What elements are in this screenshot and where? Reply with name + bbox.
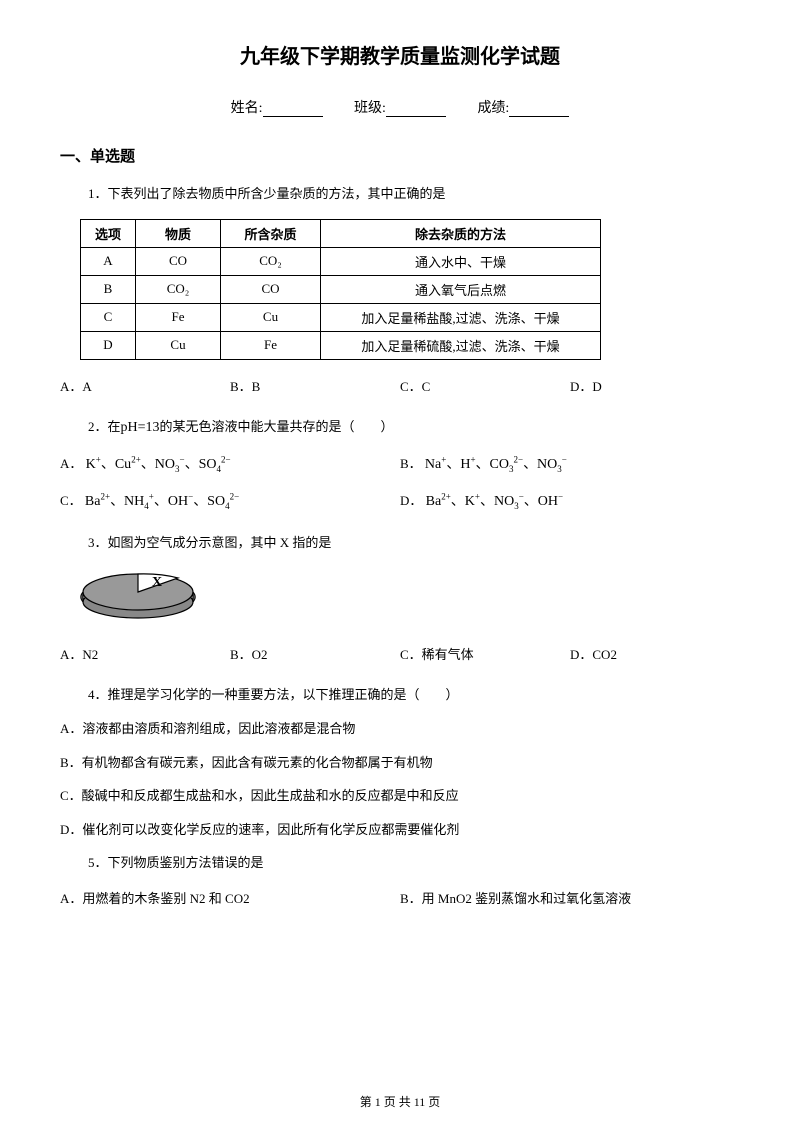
- info-line: 姓名: 班级: 成绩:: [60, 97, 740, 117]
- q3-options: A．N2 B．O2 C．稀有气体 D．CO2: [60, 644, 740, 663]
- q5-opt-b: B．用 MnO2 鉴别蒸馏水和过氧化氢溶液: [400, 888, 740, 907]
- q2-ph: pH=13: [121, 420, 160, 435]
- class-label: 班级:: [354, 101, 386, 116]
- table-header-row: 选项 物质 所含杂质 除去杂质的方法: [81, 219, 601, 247]
- opt-label: C．: [60, 493, 82, 508]
- cell: D: [81, 331, 136, 359]
- cell: CO: [221, 275, 321, 303]
- cell: Fe: [136, 303, 221, 331]
- q3-opt-c: C．稀有气体: [400, 644, 570, 663]
- cell: CO₂: [136, 275, 221, 303]
- cell: Fe: [221, 331, 321, 359]
- q2-row1: A． K+、Cu2+、NO3−、SO42− B． Na+、H+、CO32−、NO…: [60, 453, 740, 474]
- q1-text: 1．下表列出了除去物质中所含少量杂质的方法，其中正确的是: [88, 184, 740, 205]
- cell: Cu: [221, 303, 321, 331]
- q1-opt-d: D．D: [570, 376, 740, 395]
- cell: CO: [136, 247, 221, 275]
- q4-opt-c: C．酸碱中和反成都生成盐和水，因此生成盐和水的反应都是中和反应: [60, 786, 740, 806]
- q4-opt-d: D．催化剂可以改变化学反应的速率，因此所有化学反应都需要催化剂: [60, 820, 740, 840]
- ion-list: Na+、H+、CO32−、NO3−: [425, 457, 567, 472]
- th-method: 除去杂质的方法: [321, 219, 601, 247]
- q3-opt-b: B．O2: [230, 644, 400, 663]
- cell: Cu: [136, 331, 221, 359]
- q5-text: 5．下列物质鉴别方法错误的是: [88, 853, 740, 874]
- score-label: 成绩:: [477, 101, 509, 116]
- q3-text: 3．如图为空气成分示意图，其中 X 指的是: [88, 533, 740, 554]
- q3-opt-a: A．N2: [60, 644, 230, 663]
- q3-pie-diagram: X: [80, 568, 740, 628]
- q4-opt-a: A．溶液都由溶质和溶剂组成，因此溶液都是混合物: [60, 719, 740, 739]
- q1-options: A．A B．B C．C D．D: [60, 376, 740, 395]
- cell: 通入氧气后点燃: [321, 275, 601, 303]
- q4-opt-b: B．有机物都含有碳元素，因此含有碳元素的化合物都属于有机物: [60, 753, 740, 773]
- pie-label: X: [152, 575, 162, 590]
- cell: 加入足量稀硫酸,过滤、洗涤、干燥: [321, 331, 601, 359]
- th-substance: 物质: [136, 219, 221, 247]
- ion-list: Ba2+、K+、NO3−、OH−: [426, 494, 563, 509]
- q5-options: A．用燃着的木条鉴别 N2 和 CO2 B．用 MnO2 鉴别蒸馏水和过氧化氢溶…: [60, 888, 740, 907]
- q1-opt-b: B．B: [230, 376, 400, 395]
- q3-opt-d: D．CO2: [570, 644, 740, 663]
- table-row: CFeCu加入足量稀盐酸,过滤、洗涤、干燥: [81, 303, 601, 331]
- th-impurity: 所含杂质: [221, 219, 321, 247]
- name-blank[interactable]: [263, 103, 323, 117]
- q2-text: 2．在pH=13的某无色溶液中能大量共存的是（ ）: [88, 417, 740, 439]
- q2-opt-a: A． K+、Cu2+、NO3−、SO42−: [60, 453, 400, 474]
- q1-table: 选项 物质 所含杂质 除去杂质的方法 ACOCO₂通入水中、干燥 BCO₂CO通…: [80, 219, 601, 360]
- pie-svg: X: [80, 568, 210, 623]
- section-header: 一、单选题: [60, 145, 740, 166]
- table-row: ACOCO₂通入水中、干燥: [81, 247, 601, 275]
- cell: C: [81, 303, 136, 331]
- q1-opt-c: C．C: [400, 376, 570, 395]
- class-blank[interactable]: [386, 103, 446, 117]
- ion-list: K+、Cu2+、NO3−、SO42−: [86, 457, 231, 472]
- q2-opt-d: D． Ba2+、K+、NO3−、OH−: [400, 490, 740, 511]
- ion-list: Ba2+、NH4+、OH−、SO42−: [85, 494, 239, 509]
- cell: CO₂: [221, 247, 321, 275]
- q2-prefix: 2．在: [88, 419, 121, 434]
- table-row: BCO₂CO通入氧气后点燃: [81, 275, 601, 303]
- q2-opt-c: C． Ba2+、NH4+、OH−、SO42−: [60, 490, 400, 511]
- opt-label: B．: [400, 456, 422, 471]
- q2-opt-b: B． Na+、H+、CO32−、NO3−: [400, 453, 740, 474]
- page-footer: 第 1 页 共 11 页: [0, 1093, 800, 1110]
- q2-suffix: 的某无色溶液中能大量共存的是（ ）: [160, 419, 394, 434]
- cell: 通入水中、干燥: [321, 247, 601, 275]
- opt-label: A．: [60, 456, 82, 471]
- page-title: 九年级下学期教学质量监测化学试题: [60, 40, 740, 69]
- cell: 加入足量稀盐酸,过滤、洗涤、干燥: [321, 303, 601, 331]
- q1-opt-a: A．A: [60, 376, 230, 395]
- score-blank[interactable]: [509, 103, 569, 117]
- name-label: 姓名:: [231, 101, 263, 116]
- q4-text: 4．推理是学习化学的一种重要方法，以下推理正确的是（ ）: [88, 685, 740, 706]
- th-option: 选项: [81, 219, 136, 247]
- q2-row2: C． Ba2+、NH4+、OH−、SO42− D． Ba2+、K+、NO3−、O…: [60, 490, 740, 511]
- cell: B: [81, 275, 136, 303]
- table-row: DCuFe加入足量稀硫酸,过滤、洗涤、干燥: [81, 331, 601, 359]
- opt-label: D．: [400, 493, 422, 508]
- cell: A: [81, 247, 136, 275]
- q5-opt-a: A．用燃着的木条鉴别 N2 和 CO2: [60, 888, 400, 907]
